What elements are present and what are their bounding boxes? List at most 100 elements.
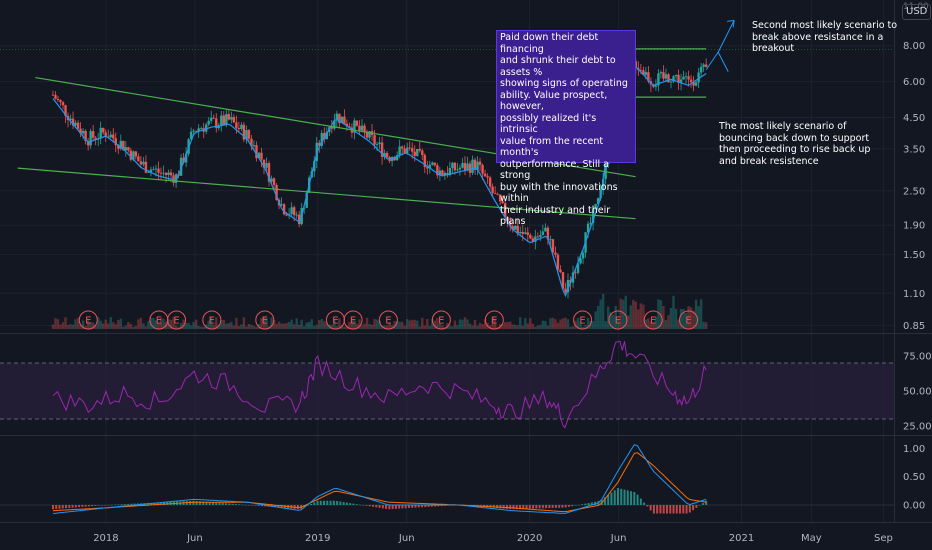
volume-bar — [514, 324, 517, 329]
volume-bar — [76, 317, 80, 329]
volume-bar — [368, 323, 371, 329]
earnings-marker-label: E — [438, 316, 444, 327]
volume-bar — [388, 322, 391, 329]
x-tick-label: 2018 — [93, 533, 118, 544]
macd-histogram-bar — [329, 500, 332, 505]
volume-bar — [79, 324, 82, 329]
annotation-bounce-scenario: The most likely scenario of bouncing bac… — [719, 121, 871, 167]
volume-bar — [51, 324, 55, 329]
volume-bar — [292, 324, 296, 329]
volume-bar — [350, 320, 354, 329]
volume-bar — [232, 325, 236, 329]
volume-bar — [295, 318, 298, 329]
volume-bar — [270, 317, 273, 329]
macd-histogram-bar — [434, 505, 437, 507]
volume-bar — [260, 318, 263, 329]
macd-histogram-bar — [590, 502, 593, 505]
earnings-marker-label: E — [491, 316, 497, 327]
macd-histogram-bar — [659, 505, 662, 514]
candle-body — [692, 82, 695, 86]
macd-histogram-bar — [114, 504, 117, 506]
candle-body — [466, 163, 469, 171]
candle-body — [581, 252, 585, 259]
volume-bar — [456, 325, 459, 329]
candle-body — [272, 178, 276, 185]
volume-bar — [215, 317, 218, 329]
volume-bar — [561, 318, 565, 329]
volume-bar — [235, 317, 238, 329]
volume-bar — [380, 325, 384, 329]
macd-histogram-bar — [404, 505, 407, 509]
volume-bar — [408, 320, 411, 329]
volume-bar — [471, 325, 474, 329]
macd-pane[interactable] — [0, 444, 894, 514]
candle-body — [702, 64, 705, 67]
volume-bar — [297, 324, 301, 329]
macd-histogram-bar — [633, 491, 636, 505]
volume-bar — [622, 299, 625, 329]
volume-bar — [363, 323, 366, 329]
candle-body — [318, 142, 321, 146]
macd-histogram-bar — [545, 505, 548, 509]
volume-bar — [320, 319, 323, 329]
candle-body — [343, 116, 346, 124]
arrow-bounce — [717, 51, 729, 72]
volume-bar — [252, 326, 256, 329]
volume-bar — [74, 319, 77, 329]
macd-histogram-bar — [362, 505, 365, 506]
candle-body — [220, 115, 223, 126]
macd-histogram-bar — [234, 504, 237, 505]
volume-bar — [84, 326, 87, 329]
macd-histogram-bar — [646, 505, 649, 507]
candle-body — [210, 117, 213, 121]
candle-body — [99, 127, 102, 139]
macd-histogram-bar — [65, 505, 68, 509]
volume-bar — [174, 325, 178, 329]
macd-histogram-bar — [584, 503, 587, 505]
candle-body — [644, 72, 648, 75]
candle-body — [245, 130, 248, 140]
volume-bar — [66, 325, 70, 329]
candle-body — [473, 159, 477, 170]
macd-histogram-bar — [58, 505, 61, 509]
volume-bar — [519, 317, 522, 329]
macd-histogram-bar — [417, 505, 420, 508]
candle-body — [531, 238, 535, 242]
candle-body — [591, 209, 595, 224]
volume-bar — [609, 312, 612, 329]
macd-histogram-bar — [662, 505, 665, 514]
volume-bar — [556, 322, 560, 329]
currency-badge[interactable]: USD — [902, 4, 932, 20]
volume-bar — [516, 325, 519, 329]
volume-bar — [282, 323, 286, 329]
candle-body — [586, 223, 590, 233]
candle-body — [544, 227, 547, 232]
candle-body — [360, 125, 364, 131]
macd-histogram-bar — [345, 502, 348, 505]
macd-histogram-bar — [554, 505, 557, 508]
candle-body — [667, 74, 670, 83]
candle-body — [375, 143, 379, 145]
volume-bar — [212, 324, 215, 329]
volume-bar — [684, 313, 688, 329]
candle-body — [471, 159, 474, 173]
macd-histogram-bar — [623, 489, 626, 505]
rsi-pane[interactable] — [0, 340, 894, 429]
price-tick-label-partial: 11.00 — [903, 2, 929, 12]
candle-body — [378, 142, 381, 144]
macd-histogram-bar — [123, 504, 126, 505]
candle-body — [601, 179, 605, 190]
candle-body — [104, 132, 107, 137]
volume-bar — [159, 317, 163, 329]
volume-bar — [699, 299, 703, 329]
volume-bar — [137, 319, 140, 329]
volume-bar — [255, 326, 258, 329]
earnings-marker — [78, 310, 98, 330]
earnings-marker-label: E — [650, 316, 656, 327]
candle-body — [117, 145, 120, 149]
macd-histogram-bar — [316, 500, 319, 505]
macd-histogram-bar — [368, 505, 371, 507]
rsi-band — [0, 363, 894, 419]
